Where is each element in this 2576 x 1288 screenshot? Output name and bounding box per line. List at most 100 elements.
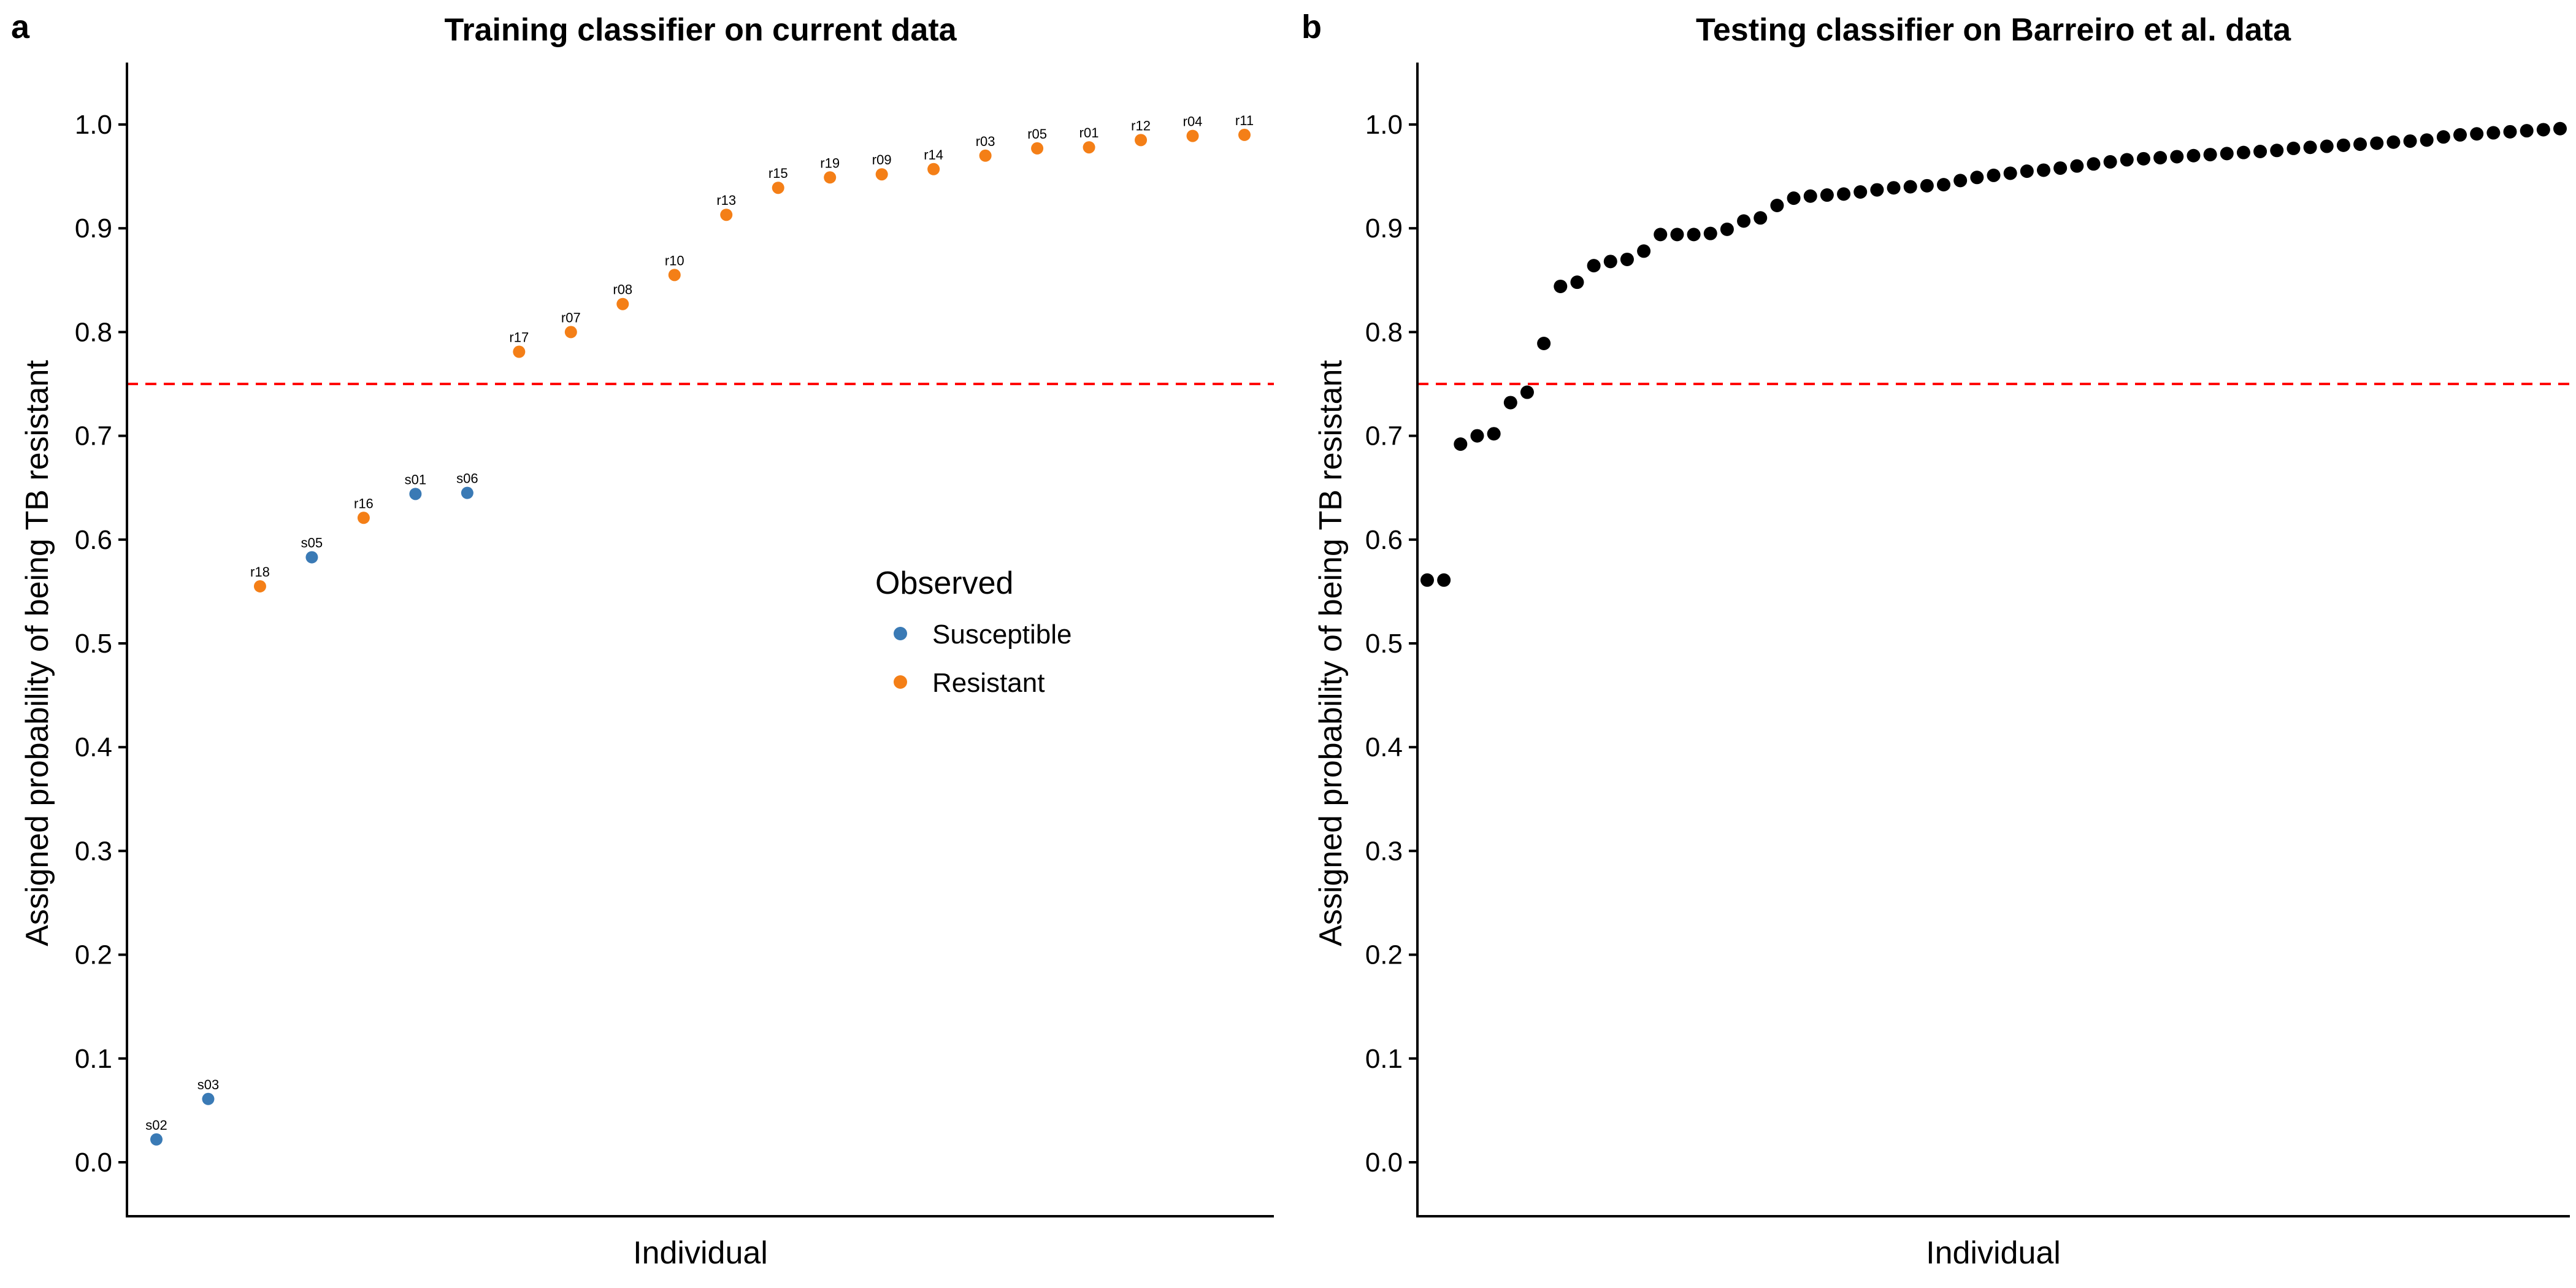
point-label-r13: r13 bbox=[716, 193, 736, 208]
test-point bbox=[2403, 134, 2417, 148]
point-label-r09: r09 bbox=[872, 152, 892, 167]
point-label-s02: s02 bbox=[145, 1117, 167, 1133]
test-point bbox=[1803, 189, 1817, 203]
test-point bbox=[1637, 244, 1651, 258]
point-s03 bbox=[202, 1092, 215, 1105]
test-point bbox=[2386, 135, 2401, 149]
panel-a-letter: a bbox=[11, 9, 30, 45]
point-r14 bbox=[927, 163, 940, 175]
test-point bbox=[1853, 185, 1868, 199]
test-point bbox=[2203, 148, 2217, 162]
test-point bbox=[2070, 159, 2084, 173]
point-r13 bbox=[720, 209, 733, 221]
panel-b-x-axis-title: Individual bbox=[1926, 1235, 2061, 1271]
test-point bbox=[1937, 178, 1951, 192]
legend-susceptible-swatch bbox=[894, 627, 907, 640]
point-label-r07: r07 bbox=[561, 310, 581, 325]
point-label-s06: s06 bbox=[456, 471, 478, 486]
test-point bbox=[1420, 573, 1434, 587]
point-label-r16: r16 bbox=[354, 496, 374, 511]
test-point bbox=[2436, 130, 2450, 144]
point-label-r05: r05 bbox=[1027, 126, 1047, 142]
test-point bbox=[2087, 157, 2101, 171]
point-label-r14: r14 bbox=[924, 147, 943, 163]
point-r09 bbox=[875, 168, 888, 181]
test-point bbox=[1953, 174, 1968, 188]
panel-b-y-ticks: 0.0 0.1 0.2 0.3 0.4 0.5 0.6 0.7 0.8 0.9 1.0 bbox=[1365, 110, 1417, 1178]
test-point bbox=[2470, 127, 2484, 141]
y-tick-label: 0.6 bbox=[75, 525, 112, 555]
point-s01 bbox=[409, 488, 422, 500]
test-point bbox=[2553, 121, 2567, 136]
point-label-r12: r12 bbox=[1131, 118, 1151, 133]
test-point bbox=[1620, 252, 1634, 266]
test-point bbox=[2220, 147, 2234, 161]
y-tick-label: 0.6 bbox=[1365, 525, 1403, 555]
y-tick-label: 0.8 bbox=[75, 317, 112, 347]
point-label-s03: s03 bbox=[197, 1077, 219, 1092]
point-r16 bbox=[357, 512, 370, 524]
test-point bbox=[2187, 148, 2201, 163]
test-point bbox=[2253, 144, 2267, 158]
panel-b-title: Testing classifier on Barreiro et al. da… bbox=[1696, 12, 2291, 48]
y-tick-label: 0.9 bbox=[75, 213, 112, 243]
test-point bbox=[1754, 211, 1768, 225]
panel-b: b Testing classifier on Barreiro et al. … bbox=[1301, 9, 2570, 1271]
legend-title: Observed bbox=[875, 565, 1013, 601]
point-label-r04: r04 bbox=[1183, 114, 1203, 129]
test-point bbox=[1554, 279, 1568, 293]
test-point bbox=[2153, 151, 2168, 165]
test-point bbox=[2270, 144, 2284, 158]
point-r01 bbox=[1083, 141, 1095, 154]
point-label-r11: r11 bbox=[1235, 113, 1254, 128]
point-s02 bbox=[150, 1133, 163, 1146]
test-point bbox=[2453, 128, 2467, 142]
test-point bbox=[1903, 180, 1917, 194]
y-tick-label: 0.9 bbox=[1365, 213, 1403, 243]
point-r12 bbox=[1135, 134, 1148, 147]
y-tick-label: 0.2 bbox=[75, 940, 112, 970]
test-point bbox=[2303, 140, 2317, 155]
point-label-r01: r01 bbox=[1079, 125, 1099, 140]
point-r15 bbox=[772, 182, 784, 194]
panel-a: a Training classifier on current data As… bbox=[11, 9, 1274, 1271]
point-label-r18: r18 bbox=[250, 564, 270, 580]
point-label-r08: r08 bbox=[613, 282, 632, 297]
y-tick-label: 0.0 bbox=[75, 1148, 112, 1178]
test-point bbox=[2003, 166, 2017, 180]
test-point bbox=[2053, 161, 2068, 175]
panel-a-y-ticks: 0.0 0.1 0.2 0.3 0.4 0.5 0.6 0.7 0.8 0.9 1.0 bbox=[75, 110, 127, 1178]
point-label-s05: s05 bbox=[301, 535, 323, 551]
test-point bbox=[2536, 123, 2550, 137]
y-tick-label: 0.2 bbox=[1365, 940, 1403, 970]
test-point bbox=[1570, 275, 1584, 289]
test-point bbox=[1503, 396, 1517, 410]
y-tick-label: 0.5 bbox=[1365, 629, 1403, 659]
test-point bbox=[2503, 125, 2517, 139]
test-point bbox=[1870, 183, 1884, 197]
y-tick-label: 1.0 bbox=[75, 110, 112, 140]
test-point bbox=[2236, 145, 2250, 159]
test-point bbox=[1670, 228, 1684, 242]
point-label-r10: r10 bbox=[665, 253, 684, 268]
point-label-r15: r15 bbox=[769, 166, 788, 181]
point-s05 bbox=[305, 551, 318, 564]
y-tick-label: 0.4 bbox=[1365, 732, 1403, 762]
test-point bbox=[1654, 228, 1668, 242]
point-label-r17: r17 bbox=[509, 330, 529, 345]
panel-a-title: Training classifier on current data bbox=[444, 12, 957, 48]
panel-a-x-axis-title: Individual bbox=[633, 1235, 768, 1271]
y-tick-label: 0.7 bbox=[75, 421, 112, 451]
y-tick-label: 0.1 bbox=[1365, 1044, 1403, 1074]
panel-b-y-axis-title: Assigned probability of being TB resista… bbox=[1313, 360, 1349, 946]
point-s06 bbox=[461, 486, 473, 499]
test-point bbox=[1720, 222, 1734, 236]
point-r04 bbox=[1186, 129, 1199, 142]
test-point bbox=[1603, 255, 1617, 269]
y-tick-label: 0.0 bbox=[1365, 1148, 1403, 1178]
test-point bbox=[2420, 133, 2434, 147]
point-r08 bbox=[616, 297, 629, 310]
y-tick-label: 0.7 bbox=[1365, 421, 1403, 451]
test-point bbox=[2103, 155, 2117, 169]
